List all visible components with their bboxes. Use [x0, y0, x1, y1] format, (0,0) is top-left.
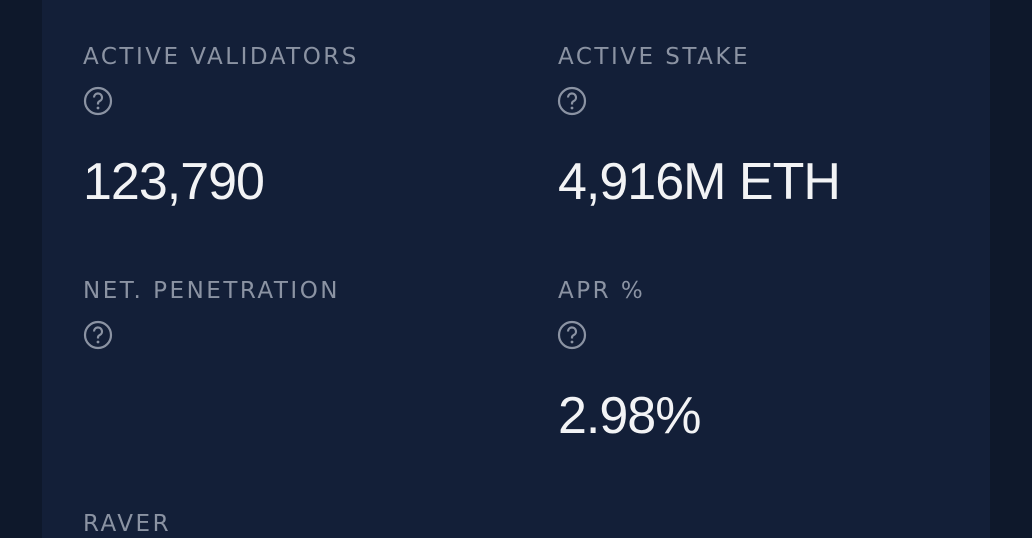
- stat-value: 2.98%: [558, 387, 701, 445]
- stat-label: ACTIVE VALIDATORS: [83, 44, 359, 70]
- stat-label: APR %: [558, 278, 646, 304]
- help-icon[interactable]: [83, 320, 113, 350]
- stat-value: 4,916M ETH: [558, 153, 841, 211]
- stat-label: ACTIVE STAKE: [558, 44, 751, 70]
- stats-panel: [42, 0, 990, 538]
- stat-value: 123,790: [83, 153, 265, 211]
- stat-label: NET. PENETRATION: [83, 278, 341, 304]
- help-icon[interactable]: [557, 320, 587, 350]
- help-icon[interactable]: [83, 86, 113, 116]
- stat-label: RAVER: [83, 511, 172, 537]
- help-icon[interactable]: [557, 86, 587, 116]
